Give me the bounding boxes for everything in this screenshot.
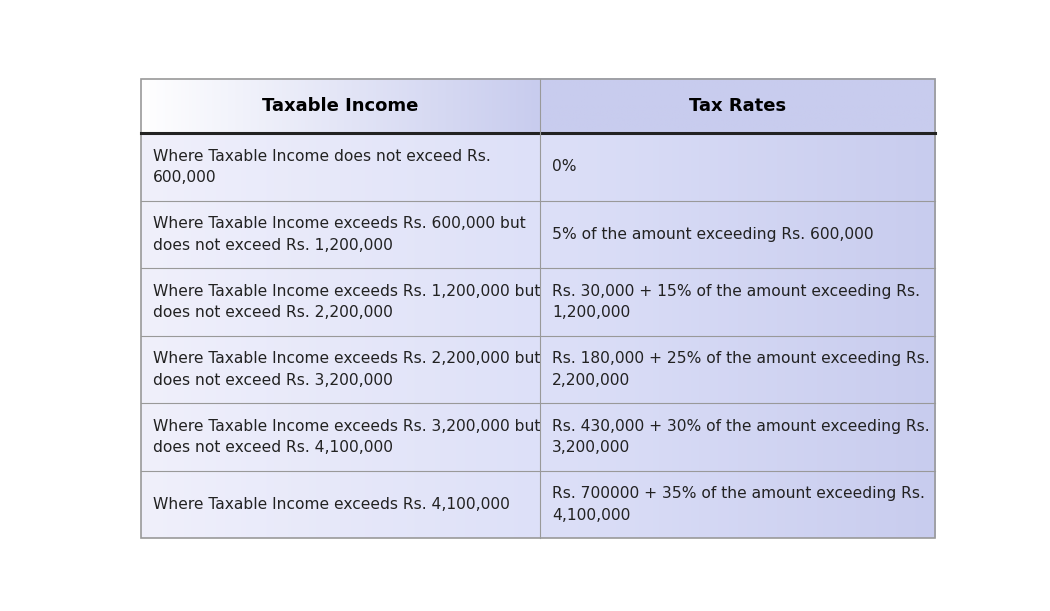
Text: Tax Rates: Tax Rates	[689, 97, 786, 115]
Text: Where Taxable Income exceeds Rs. 3,200,000 but
does not exceed Rs. 4,100,000: Where Taxable Income exceeds Rs. 3,200,0…	[153, 419, 541, 455]
Text: Rs. 430,000 + 30% of the amount exceeding Rs.
3,200,000: Rs. 430,000 + 30% of the amount exceedin…	[552, 419, 929, 455]
Text: Taxable Income: Taxable Income	[262, 97, 419, 115]
Text: Where Taxable Income exceeds Rs. 2,200,000 but
does not exceed Rs. 3,200,000: Where Taxable Income exceeds Rs. 2,200,0…	[153, 351, 541, 388]
Text: Where Taxable Income exceeds Rs. 4,100,000: Where Taxable Income exceeds Rs. 4,100,0…	[153, 497, 510, 512]
Text: 0%: 0%	[552, 159, 576, 174]
Text: Rs. 30,000 + 15% of the amount exceeding Rs.
1,200,000: Rs. 30,000 + 15% of the amount exceeding…	[552, 284, 920, 320]
Text: Where Taxable Income does not exceed Rs.
600,000: Where Taxable Income does not exceed Rs.…	[153, 148, 491, 185]
Text: Rs. 700000 + 35% of the amount exceeding Rs.
4,100,000: Rs. 700000 + 35% of the amount exceeding…	[552, 486, 925, 522]
Text: 5% of the amount exceeding Rs. 600,000: 5% of the amount exceeding Rs. 600,000	[552, 227, 874, 242]
Text: Rs. 180,000 + 25% of the amount exceeding Rs.
2,200,000: Rs. 180,000 + 25% of the amount exceedin…	[552, 351, 929, 388]
Text: Where Taxable Income exceeds Rs. 600,000 but
does not exceed Rs. 1,200,000: Where Taxable Income exceeds Rs. 600,000…	[153, 216, 526, 253]
Text: Where Taxable Income exceeds Rs. 1,200,000 but
does not exceed Rs. 2,200,000: Where Taxable Income exceeds Rs. 1,200,0…	[153, 284, 541, 320]
